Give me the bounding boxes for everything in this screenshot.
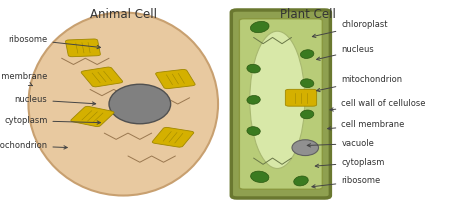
Ellipse shape	[247, 127, 260, 135]
Ellipse shape	[109, 84, 171, 124]
Text: mitochondrion: mitochondrion	[0, 141, 67, 150]
Text: Animal Cell: Animal Cell	[90, 8, 157, 21]
Text: cell membrane: cell membrane	[0, 72, 47, 86]
Ellipse shape	[294, 176, 308, 186]
Text: nucleus: nucleus	[15, 95, 96, 105]
Text: cell wall of cellulose: cell wall of cellulose	[330, 99, 426, 111]
Ellipse shape	[250, 21, 269, 33]
Text: nucleus: nucleus	[317, 45, 374, 60]
Ellipse shape	[292, 140, 319, 156]
FancyBboxPatch shape	[231, 10, 330, 198]
Text: ribosome: ribosome	[8, 35, 100, 49]
Text: cell membrane: cell membrane	[328, 120, 405, 130]
FancyBboxPatch shape	[81, 67, 123, 87]
Text: Plant Cell: Plant Cell	[280, 8, 336, 21]
FancyBboxPatch shape	[65, 39, 100, 57]
Ellipse shape	[301, 50, 314, 58]
Text: chloroplast: chloroplast	[312, 20, 388, 37]
FancyBboxPatch shape	[239, 19, 322, 189]
Ellipse shape	[247, 64, 260, 73]
Text: cytoplasm: cytoplasm	[315, 158, 385, 167]
Ellipse shape	[28, 12, 218, 196]
FancyBboxPatch shape	[71, 106, 114, 127]
Ellipse shape	[251, 171, 269, 182]
Ellipse shape	[250, 31, 305, 168]
Text: mitochondrion: mitochondrion	[317, 74, 402, 92]
Ellipse shape	[301, 79, 314, 88]
FancyBboxPatch shape	[285, 89, 317, 106]
FancyBboxPatch shape	[155, 69, 195, 89]
Text: cytoplasm: cytoplasm	[4, 116, 100, 125]
Ellipse shape	[301, 110, 314, 119]
FancyBboxPatch shape	[152, 127, 194, 147]
Text: vacuole: vacuole	[307, 139, 374, 148]
Ellipse shape	[247, 95, 260, 104]
Text: ribosome: ribosome	[312, 176, 381, 188]
